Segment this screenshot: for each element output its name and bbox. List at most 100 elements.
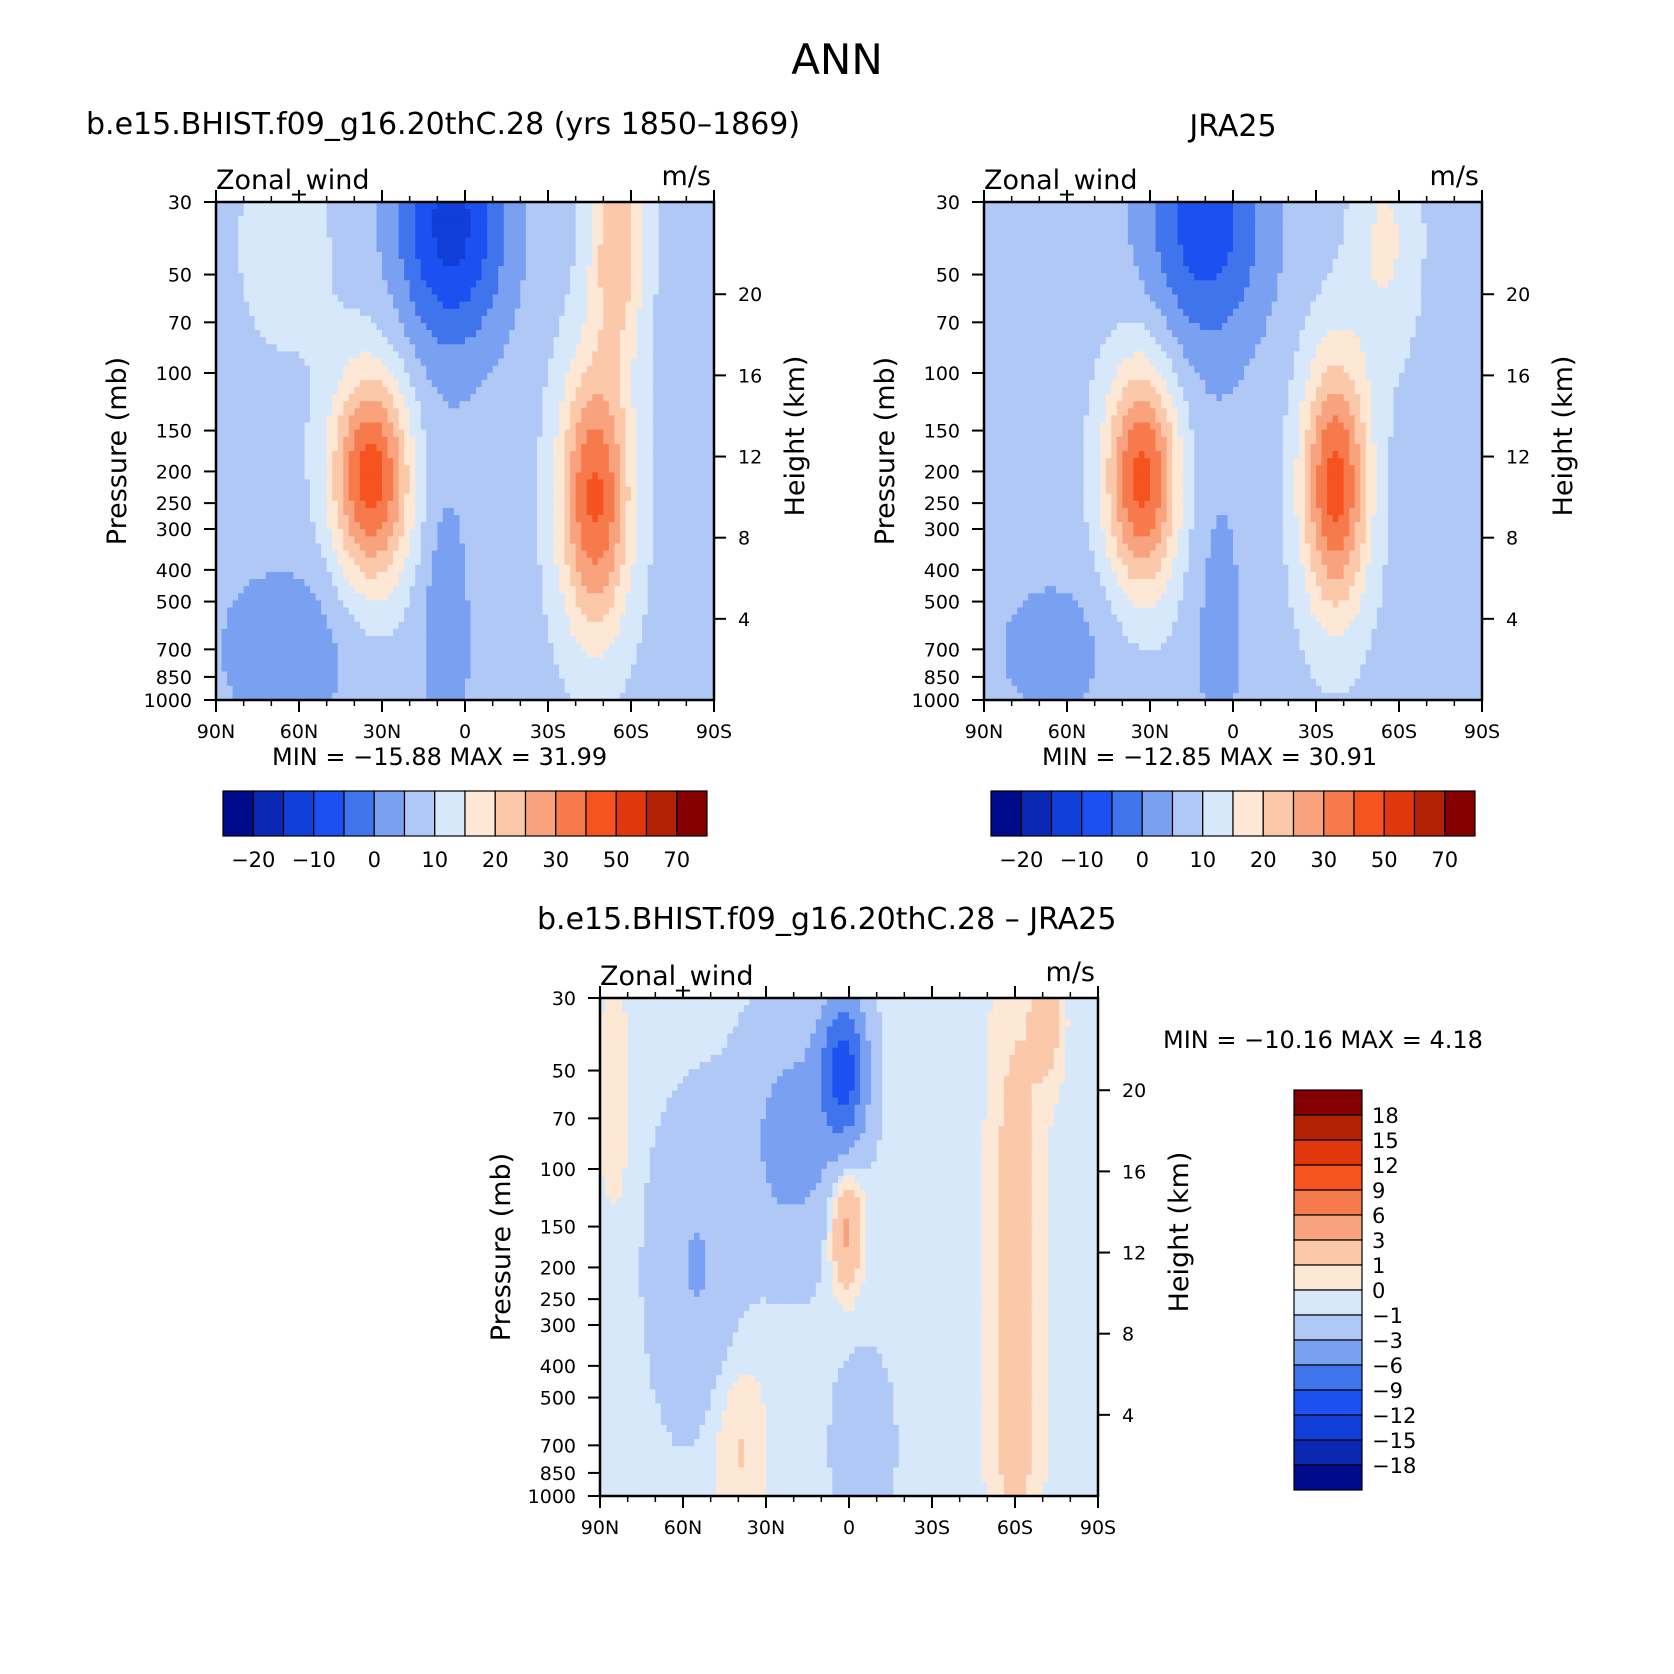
contour-cell: [343, 536, 350, 545]
contour-cell: [586, 443, 593, 452]
contour-cell: [586, 344, 593, 352]
contour-cell: [431, 515, 438, 523]
contour-cell: [343, 358, 350, 367]
contour-cell: [398, 529, 405, 537]
contour-cell: [481, 315, 488, 324]
contour-cell: [625, 408, 632, 417]
contour-cell: [326, 258, 333, 267]
contour-cell: [675, 507, 682, 516]
contour-cell: [227, 330, 234, 338]
contour-cell: [492, 244, 499, 253]
contour-cell: [431, 493, 438, 502]
contour-cell: [243, 337, 250, 345]
contour-cell: [299, 579, 306, 587]
contour-cell: [315, 251, 322, 260]
contour-cell: [370, 586, 378, 594]
contour-cell: [287, 500, 295, 509]
contour-cell: [548, 493, 555, 502]
contour-cell: [625, 564, 632, 573]
contour-cell: [487, 522, 494, 530]
contour-cell: [548, 401, 555, 409]
contour-cell: [260, 322, 267, 331]
contour-cell: [365, 365, 372, 374]
contour-cell: [337, 322, 344, 331]
contour-cell: [498, 493, 505, 502]
contour-cell: [669, 351, 676, 360]
contour-cell: [376, 543, 383, 552]
contour-cell: [276, 529, 283, 537]
contour-cell: [315, 593, 322, 601]
contour-cell: [708, 394, 715, 402]
contour-cell: [265, 522, 272, 530]
contour-cell: [365, 507, 372, 516]
contour-cell: [575, 209, 582, 217]
contour-cell: [548, 251, 555, 260]
contour-cell: [592, 507, 599, 516]
contour-cell: [653, 301, 660, 310]
contour-cell: [332, 422, 339, 431]
contour-cell: [548, 315, 555, 324]
contour-cell: [586, 415, 593, 424]
contour-cell: [343, 465, 350, 473]
contour-cell: [326, 408, 333, 417]
contour-cell: [348, 379, 355, 388]
contour-cell: [332, 287, 339, 296]
contour-cell: [542, 223, 549, 232]
contour-cell: [376, 294, 383, 303]
contour-cell: [260, 251, 267, 260]
contour-cell: [365, 258, 372, 267]
contour-cell: [431, 386, 438, 395]
contour-cell: [525, 315, 532, 324]
contour-cell: [531, 223, 538, 232]
contour-cell: [631, 244, 638, 253]
contour-cell: [243, 465, 250, 473]
contour-cell: [326, 451, 333, 459]
contour-cell: [481, 251, 488, 260]
contour-cell: [653, 244, 660, 253]
contour-cell: [365, 429, 372, 438]
contour-cell: [393, 479, 400, 488]
contour-cell: [592, 472, 599, 481]
contour-cell: [487, 308, 494, 317]
contour-cell: [404, 443, 411, 452]
contour-cell: [697, 308, 704, 317]
contour-cell: [520, 351, 527, 360]
contour-cell: [525, 394, 532, 402]
contour-cell: [708, 251, 715, 260]
contour-cell: [310, 266, 317, 274]
contour-cell: [359, 287, 366, 296]
contour-cell: [453, 358, 461, 367]
contour-cell: [426, 301, 433, 310]
contour-cell: [664, 543, 671, 552]
contour-cell: [343, 287, 350, 296]
contour-cell: [614, 308, 621, 317]
contour-cell: [470, 394, 477, 402]
contour-cell: [570, 294, 577, 303]
contour-cell: [359, 479, 366, 488]
contour-cell: [559, 244, 566, 253]
contour-cell: [503, 543, 510, 552]
contour-cell: [437, 529, 444, 537]
contour-cell: [326, 436, 333, 445]
contour-cell: [592, 251, 599, 260]
contour-cell: [276, 294, 283, 303]
contour-cell: [227, 451, 234, 459]
contour-cell: [332, 322, 339, 331]
contour-cell: [448, 358, 455, 367]
contour-cell: [509, 564, 516, 573]
contour-cell: [359, 294, 366, 303]
contour-cell: [238, 266, 245, 274]
contour-cell: [431, 401, 438, 409]
contour-cell: [415, 422, 422, 431]
contour-cell: [548, 258, 555, 267]
contour-cell: [559, 550, 566, 559]
contour-cell: [304, 244, 311, 253]
contour-cell: [254, 557, 261, 566]
contour-cell: [680, 415, 687, 424]
contour-cell: [465, 315, 472, 324]
contour-cell: [647, 301, 654, 310]
contour-cell: [536, 258, 544, 267]
contour-cell: [642, 443, 649, 452]
contour-cell: [249, 273, 256, 281]
contour-cell: [597, 216, 604, 224]
